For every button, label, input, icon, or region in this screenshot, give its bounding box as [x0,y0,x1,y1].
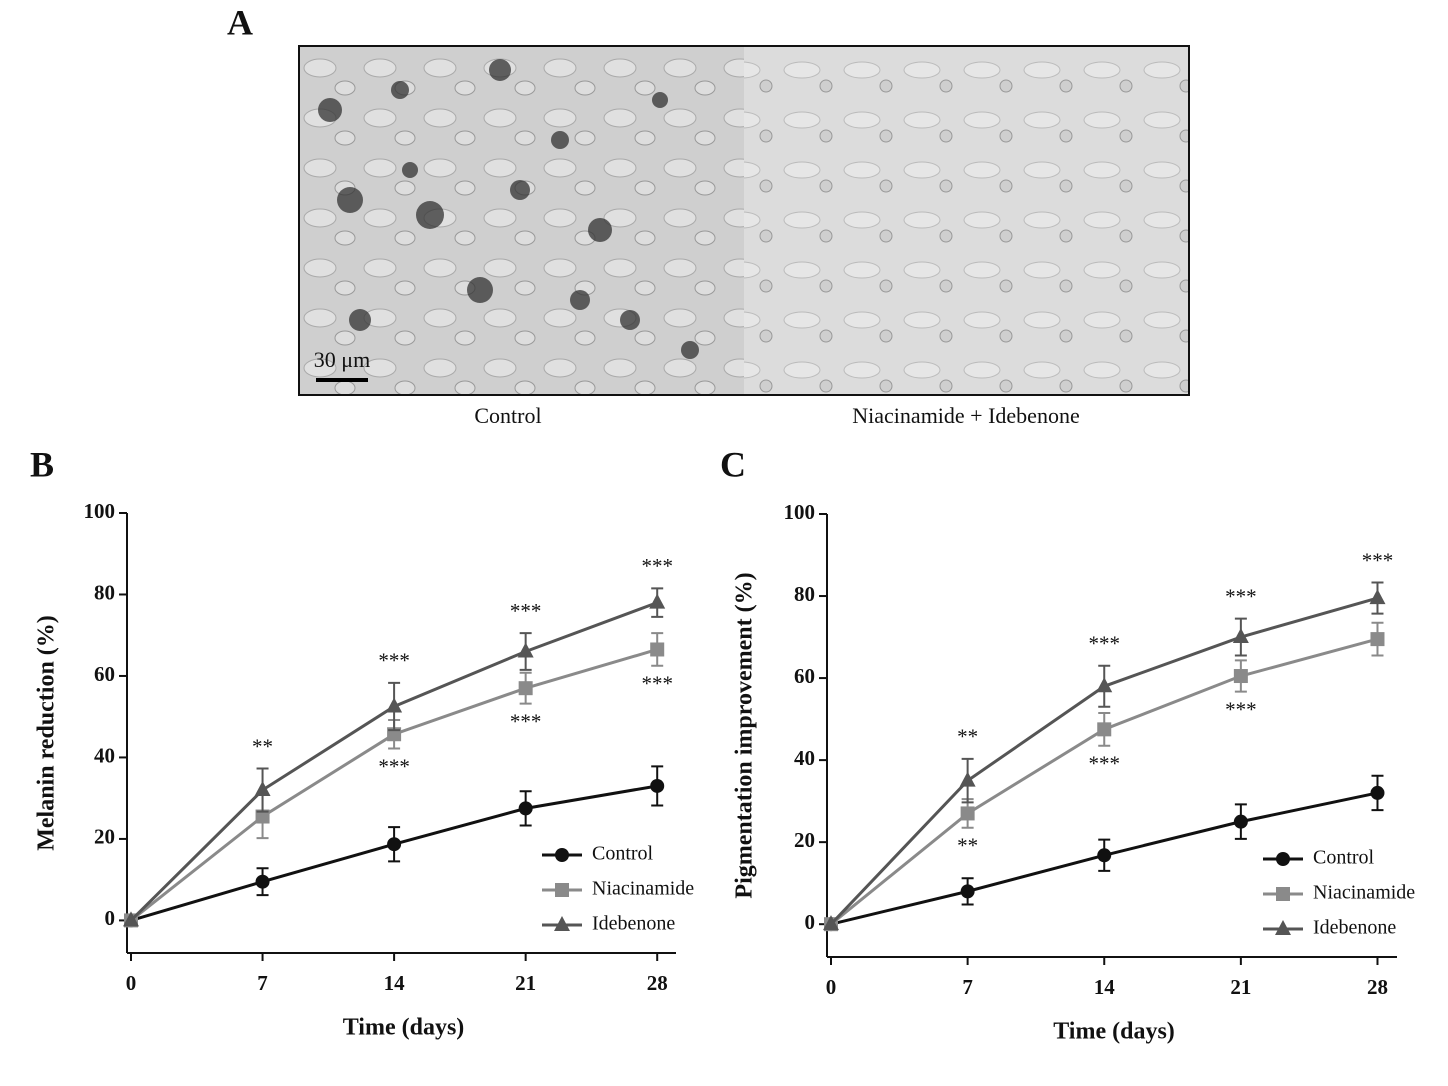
significance: *** [378,754,410,778]
significance: ** [957,725,978,749]
marker [1097,848,1112,863]
marker [518,681,533,696]
x-tick-label: 21 [1230,975,1251,999]
y-tick-label: 60 [794,664,815,688]
marker [1233,814,1248,829]
legend-marker [1275,920,1291,935]
marker [255,874,270,889]
marker [1369,589,1386,605]
legend-marker [555,848,569,862]
marker [960,884,975,899]
legend-label: Niacinamide [1313,882,1415,904]
y-tick-label: 0 [105,906,116,930]
legend-marker [1276,852,1290,866]
panel-label: A [227,2,253,42]
legend-marker [555,883,569,897]
y-tick-label: 60 [94,662,115,686]
significance: *** [510,709,542,733]
legend-label: Control [592,843,654,865]
x-tick-label: 0 [826,975,837,999]
x-tick-label: 21 [515,971,536,995]
marker [1232,628,1249,644]
panel-label: C [720,444,746,484]
marker [1233,669,1248,684]
marker [254,781,271,797]
x-tick-label: 28 [647,971,668,995]
y-axis-title: Pigmentation improvement (%) [732,572,758,898]
significance: ** [957,834,978,858]
marker [959,771,976,787]
legend-marker [1276,887,1290,901]
marker [960,806,975,821]
significance: *** [378,649,410,673]
significance: *** [1088,752,1120,776]
significance: *** [1225,584,1257,608]
y-axis-title: Melanin reduction (%) [34,615,60,851]
marker [1096,677,1113,693]
y-tick-label: 80 [94,580,115,604]
x-tick-label: 7 [962,975,973,999]
scale-bar-label: 30 μm [314,347,370,372]
x-tick-label: 14 [1094,975,1116,999]
x-axis-title: Time (days) [343,1015,465,1041]
x-axis-title: Time (days) [1053,1019,1175,1045]
marker [255,809,270,824]
marker [386,697,403,713]
y-tick-label: 0 [805,910,816,934]
significance: *** [641,554,673,578]
marker [1097,722,1112,737]
y-tick-label: 80 [794,582,815,606]
y-tick-label: 20 [94,825,115,849]
marker [518,801,533,816]
x-tick-label: 7 [257,971,268,995]
significance: *** [510,599,542,623]
panel-label: B [30,444,54,484]
marker [517,642,534,658]
significance: *** [1225,697,1257,721]
legend-label: Niacinamide [592,878,694,900]
x-tick-label: 0 [126,971,137,995]
legend-label: Idebenone [592,913,675,935]
y-tick-label: 20 [794,828,815,852]
significance: *** [1362,548,1394,572]
x-tick-label: 28 [1367,975,1388,999]
significance: *** [1088,632,1120,656]
x-tick-label: 14 [384,971,406,995]
legend-label: Idebenone [1313,917,1396,939]
legend-marker [554,916,570,931]
marker [387,837,402,852]
significance: *** [641,672,673,696]
image-caption: Control [474,403,541,428]
marker [650,642,665,657]
marker [123,911,139,927]
marker [823,915,839,931]
y-tick-label: 40 [794,746,815,770]
image-caption: Niacinamide + Idebenone [852,403,1079,428]
y-tick-label: 100 [784,500,816,524]
marker [1370,785,1385,800]
marker [650,778,665,793]
legend-label: Control [1313,847,1375,869]
marker [649,593,666,609]
y-tick-label: 40 [94,743,115,767]
marker [1370,632,1385,647]
y-tick-label: 100 [84,499,116,523]
significance: ** [252,734,273,758]
micrograph [298,45,1190,396]
